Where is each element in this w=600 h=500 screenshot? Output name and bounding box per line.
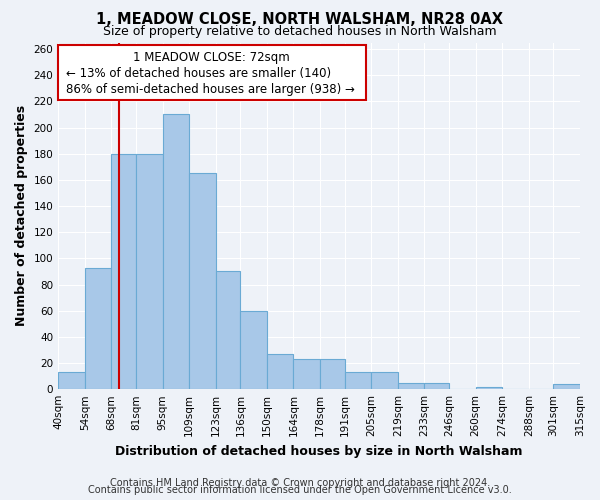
Bar xyxy=(136,154,163,389)
Bar xyxy=(267,354,293,389)
Bar xyxy=(111,154,136,389)
Y-axis label: Number of detached properties: Number of detached properties xyxy=(15,106,28,326)
Bar xyxy=(163,114,189,389)
Bar xyxy=(241,310,267,389)
Text: Size of property relative to detached houses in North Walsham: Size of property relative to detached ho… xyxy=(103,25,497,38)
Bar xyxy=(398,382,424,389)
X-axis label: Distribution of detached houses by size in North Walsham: Distribution of detached houses by size … xyxy=(115,444,523,458)
Bar xyxy=(553,384,580,389)
Bar xyxy=(293,359,320,389)
Bar xyxy=(58,45,365,100)
Bar xyxy=(215,272,241,389)
Text: 1 MEADOW CLOSE: 72sqm: 1 MEADOW CLOSE: 72sqm xyxy=(133,50,290,64)
Text: Contains HM Land Registry data © Crown copyright and database right 2024.: Contains HM Land Registry data © Crown c… xyxy=(110,478,490,488)
Bar xyxy=(58,372,85,389)
Bar xyxy=(476,386,502,389)
Text: 86% of semi-detached houses are larger (938) →: 86% of semi-detached houses are larger (… xyxy=(66,82,355,96)
Bar xyxy=(189,174,215,389)
Bar xyxy=(424,382,449,389)
Text: ← 13% of detached houses are smaller (140): ← 13% of detached houses are smaller (14… xyxy=(66,67,331,80)
Bar xyxy=(371,372,398,389)
Text: Contains public sector information licensed under the Open Government Licence v3: Contains public sector information licen… xyxy=(88,485,512,495)
Text: 1, MEADOW CLOSE, NORTH WALSHAM, NR28 0AX: 1, MEADOW CLOSE, NORTH WALSHAM, NR28 0AX xyxy=(97,12,503,28)
Bar xyxy=(320,359,345,389)
Bar xyxy=(85,268,111,389)
Bar xyxy=(345,372,371,389)
